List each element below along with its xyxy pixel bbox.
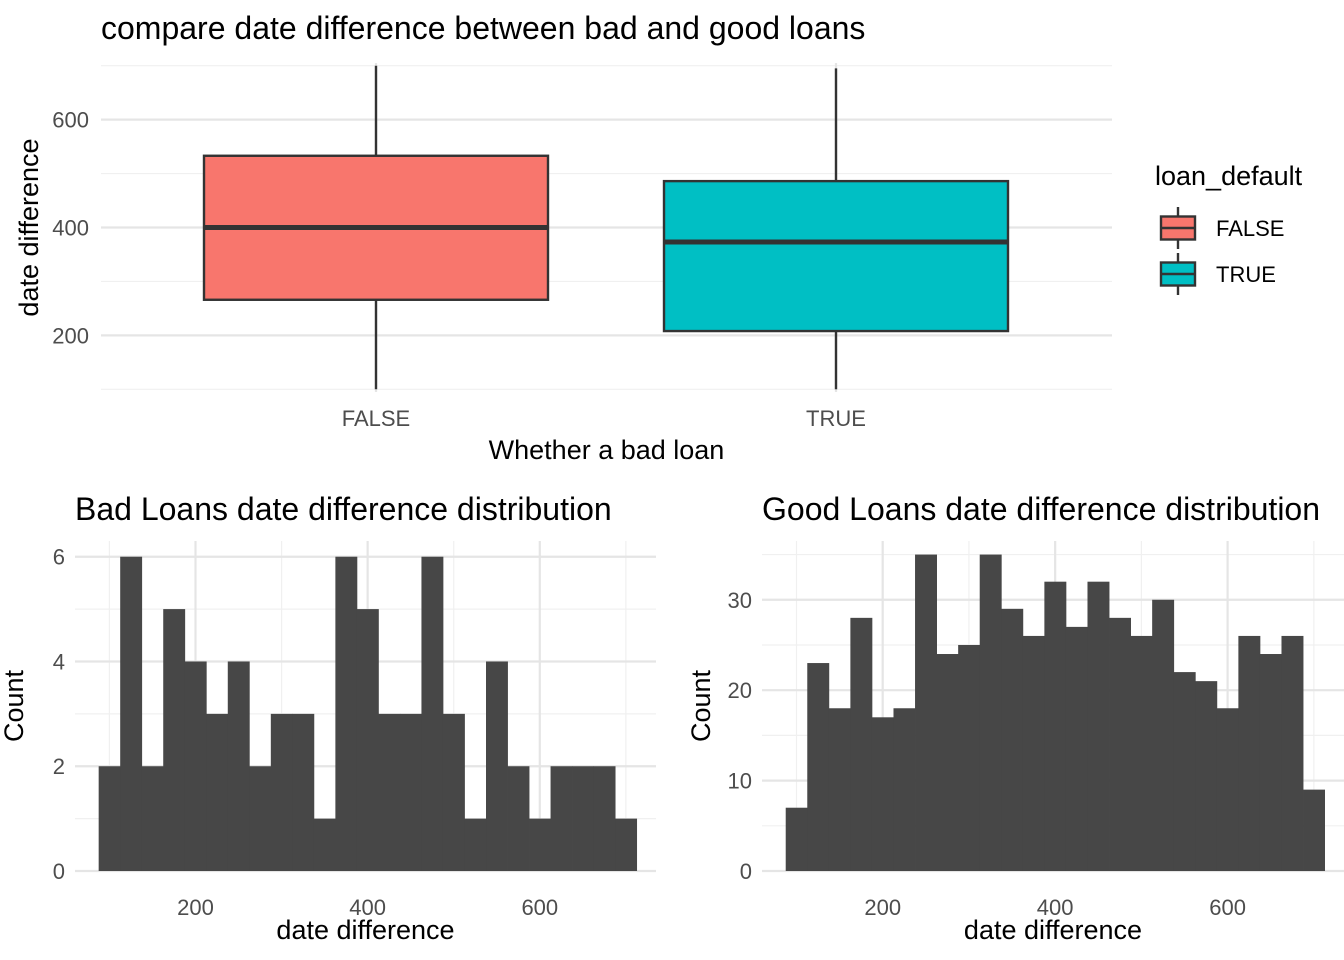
y-axis-title: date difference (14, 138, 44, 316)
x-tick-label: TRUE (806, 406, 866, 431)
histogram-bar (1022, 635, 1045, 871)
y-tick-label: 6 (53, 545, 65, 570)
histogram-bar (1065, 626, 1088, 871)
y-tick-label: 4 (53, 649, 65, 674)
histogram-bar (915, 554, 937, 871)
chart-title: Good Loans date difference distribution (762, 491, 1320, 527)
histogram-bar (507, 766, 530, 871)
histogram-bar (98, 766, 121, 871)
histogram-bar (184, 661, 207, 871)
x-tick-label: 400 (349, 895, 386, 920)
histogram-bar (1109, 617, 1131, 871)
histogram-bar (871, 717, 894, 871)
legend-label: TRUE (1216, 262, 1276, 287)
histogram-bar (785, 807, 808, 871)
y-tick-label: 0 (740, 859, 752, 884)
x-axis-title: date difference (964, 915, 1142, 945)
histogram-bar (1087, 581, 1110, 871)
y-tick-label: 10 (728, 769, 752, 794)
histogram-bar (120, 556, 143, 871)
y-tick-label: 20 (728, 678, 752, 703)
x-tick-label: FALSE (342, 406, 410, 431)
histogram-bar (893, 708, 916, 871)
histogram-bar (141, 766, 164, 871)
histogram-bar (464, 818, 487, 871)
legend-title: loan_default (1155, 161, 1303, 191)
histogram-bar (292, 713, 315, 871)
x-tick-label: 200 (864, 895, 901, 920)
histogram-bar (1195, 681, 1218, 871)
histogram-bar (270, 713, 293, 871)
histogram-bar (313, 818, 336, 871)
histogram-bar (249, 766, 272, 871)
histogram-bar (163, 609, 186, 871)
histogram-bar (1152, 599, 1175, 871)
y-axis-title: Count (0, 669, 29, 742)
legend-label: FALSE (1216, 216, 1284, 241)
histogram-bar (1281, 635, 1304, 871)
boxplot-panel: 200 400 600 FALSE TRUE compare date differenc… (14, 10, 1303, 465)
y-tick-label: 2 (53, 754, 65, 779)
histogram-bar (936, 654, 959, 871)
histogram-bar (335, 556, 358, 871)
y-tick-label: 30 (728, 588, 752, 613)
chart-title: compare date difference between bad and … (101, 10, 865, 46)
y-tick-label: 200 (52, 323, 89, 348)
histogram-bar (421, 556, 444, 871)
y-axis-title: Count (686, 669, 716, 742)
histogram-bar (442, 713, 465, 871)
histogram-bar (399, 713, 422, 871)
x-tick-label: 400 (1037, 895, 1074, 920)
chart-title: Bad Loans date difference distribution (75, 491, 612, 527)
histogram-bar (1303, 789, 1325, 871)
histogram-bar (356, 609, 379, 871)
histogram-bar (1259, 654, 1282, 871)
histogram-bar (206, 713, 229, 871)
histogram-bar (593, 766, 616, 871)
histogram-bar (529, 818, 551, 871)
histogram-bar (1216, 708, 1239, 871)
histogram-bar (550, 766, 573, 871)
histogram-bar (828, 708, 851, 871)
histogram-bar (1001, 608, 1024, 871)
histogram-bar (807, 663, 830, 871)
x-tick-label: 600 (1209, 895, 1246, 920)
histogram-bar (1238, 635, 1261, 871)
histogram-bar (227, 661, 250, 871)
histogram-bar (1044, 581, 1067, 871)
box-true (662, 179, 1010, 333)
histogram-bar (378, 713, 401, 871)
histogram-bar (572, 766, 594, 871)
histogram-bar (1173, 672, 1196, 871)
histogram-bar (615, 818, 638, 871)
x-tick-label: 600 (521, 895, 558, 920)
x-axis-title: Whether a bad loan (489, 435, 725, 465)
y-tick-label: 600 (52, 108, 89, 133)
histogram-bar (486, 661, 508, 871)
legend: loan_default FALSE TRUE (1155, 161, 1303, 295)
x-tick-label: 200 (177, 895, 214, 920)
histogram-bar (958, 644, 981, 871)
good-loans-histogram-panel: 0 10 20 30 200 400 600 Good Loans date differen… (686, 491, 1344, 945)
histogram-bar (979, 554, 1002, 871)
y-tick-label: 400 (52, 216, 89, 241)
x-axis-title: date difference (276, 915, 454, 945)
histogram-bar (1130, 635, 1153, 871)
y-tick-label: 0 (53, 859, 65, 884)
histogram-bar (850, 617, 873, 871)
bad-loans-histogram-panel: 0 2 4 6 200 400 600 Bad Loans date difference d… (0, 491, 656, 945)
